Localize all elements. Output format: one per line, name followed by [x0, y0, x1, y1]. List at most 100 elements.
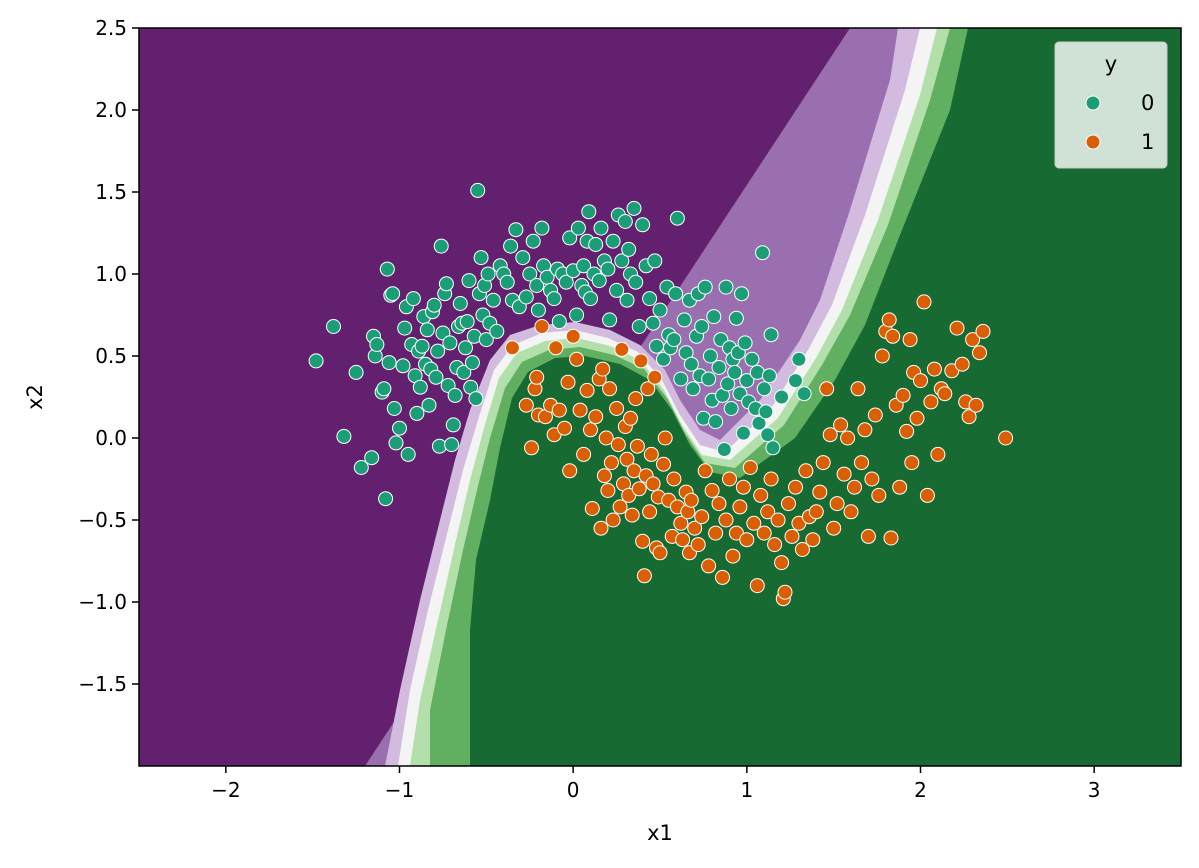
point-class0-20: [397, 320, 413, 336]
point-class1-127: [881, 312, 897, 328]
y-tick-label: 2.0: [95, 98, 127, 122]
point-class1-119: [854, 455, 869, 471]
point-class0-92: [558, 274, 574, 290]
point-class1-117: [847, 479, 862, 495]
y-tick-label: −1.0: [78, 590, 127, 614]
point-class0-80: [522, 266, 538, 282]
point-class1-40: [623, 410, 638, 426]
point-class1-129: [885, 328, 901, 344]
point-class1-100: [788, 479, 803, 495]
point-class1-123: [867, 407, 883, 423]
x-tick-label: 3: [1088, 778, 1101, 802]
x-tick-label: −2: [211, 778, 240, 802]
point-class0-113: [614, 253, 630, 269]
point-class0-150: [706, 309, 722, 325]
point-class0-63: [473, 250, 489, 266]
point-class1-59: [657, 430, 673, 446]
point-class0-155: [716, 442, 732, 457]
point-class1-13: [560, 374, 576, 390]
point-class0-177: [760, 427, 776, 443]
point-class1-121: [860, 528, 876, 544]
point-class0-2: [336, 428, 352, 444]
point-class0-12: [379, 261, 395, 277]
point-class0-22: [400, 446, 416, 462]
point-class0-106: [593, 220, 609, 236]
point-class1-52: [643, 446, 659, 462]
point-class1-44: [629, 438, 645, 454]
point-class0-93: [562, 230, 578, 246]
point-class1-46: [633, 353, 649, 369]
point-class1-75: [704, 483, 720, 498]
point-class1-112: [829, 496, 845, 512]
point-class1-53: [645, 476, 661, 492]
point-class0-127: [652, 302, 668, 318]
point-class1-88: [749, 578, 765, 594]
legend-marker-0: [1085, 95, 1101, 111]
point-class0-151: [708, 414, 724, 430]
point-class1-73: [697, 463, 713, 479]
point-class0-123: [642, 291, 658, 307]
point-class1-124: [871, 487, 887, 503]
point-class1-78: [715, 569, 730, 585]
point-class0-124: [645, 315, 661, 331]
x-tick-label: 0: [567, 778, 580, 802]
point-class1-34: [612, 499, 628, 515]
point-class0-120: [631, 319, 647, 334]
point-class0-147: [701, 371, 717, 387]
point-class1-131: [892, 479, 908, 495]
point-class1-30: [603, 455, 619, 471]
point-class1-85: [739, 532, 755, 548]
point-class1-74: [701, 558, 717, 574]
point-class1-22: [588, 409, 604, 425]
point-class1-111: [826, 520, 842, 536]
point-class1-141: [923, 394, 939, 410]
point-class1-54: [647, 369, 663, 385]
point-class0-28: [412, 379, 428, 395]
point-class0-43: [438, 276, 454, 292]
point-class1-21: [584, 501, 600, 516]
point-class1-47: [635, 533, 651, 549]
point-class1-57: [652, 545, 668, 561]
point-class0-40: [433, 238, 449, 254]
point-class0-36: [426, 297, 442, 313]
point-class0-183: [791, 351, 807, 367]
legend-label-1: 1: [1141, 130, 1154, 154]
point-class1-4: [529, 369, 545, 385]
point-class0-126: [649, 338, 664, 354]
point-class1-142: [926, 361, 942, 377]
point-class0-83: [530, 302, 546, 318]
point-class0-5: [364, 450, 380, 466]
point-class1-154: [975, 323, 991, 339]
point-class1-41: [624, 507, 640, 523]
point-class0-111: [609, 282, 625, 298]
point-class0-32: [419, 322, 435, 338]
point-class0-16: [386, 401, 402, 416]
point-class0-18: [392, 420, 407, 436]
point-class1-2: [524, 440, 539, 456]
point-class1-113: [833, 417, 849, 433]
point-class1-91: [760, 504, 776, 520]
point-class1-31: [605, 512, 621, 528]
point-class1-10: [548, 340, 564, 356]
point-class1-14: [562, 463, 578, 479]
x-tick-label: −1: [385, 778, 414, 802]
y-tick-label: −1.5: [78, 672, 127, 696]
point-class1-150: [961, 409, 977, 425]
point-class1-135: [904, 455, 920, 471]
point-class1-99: [784, 528, 800, 544]
point-class1-105: [805, 532, 821, 548]
point-class0-53: [456, 364, 472, 380]
point-class0-173: [751, 415, 767, 431]
x-tick-label: 1: [740, 778, 753, 802]
point-class1-153: [972, 345, 987, 361]
point-class1-115: [840, 430, 856, 446]
point-class0-170: [744, 351, 760, 367]
point-class0-19: [395, 358, 411, 374]
point-class0-144: [694, 319, 710, 334]
point-class1-45: [631, 481, 647, 497]
point-class1-118: [850, 381, 866, 397]
point-class0-58: [464, 355, 480, 371]
point-class0-74: [503, 238, 519, 254]
point-class0-15: [385, 286, 401, 302]
point-class0-70: [489, 323, 505, 339]
